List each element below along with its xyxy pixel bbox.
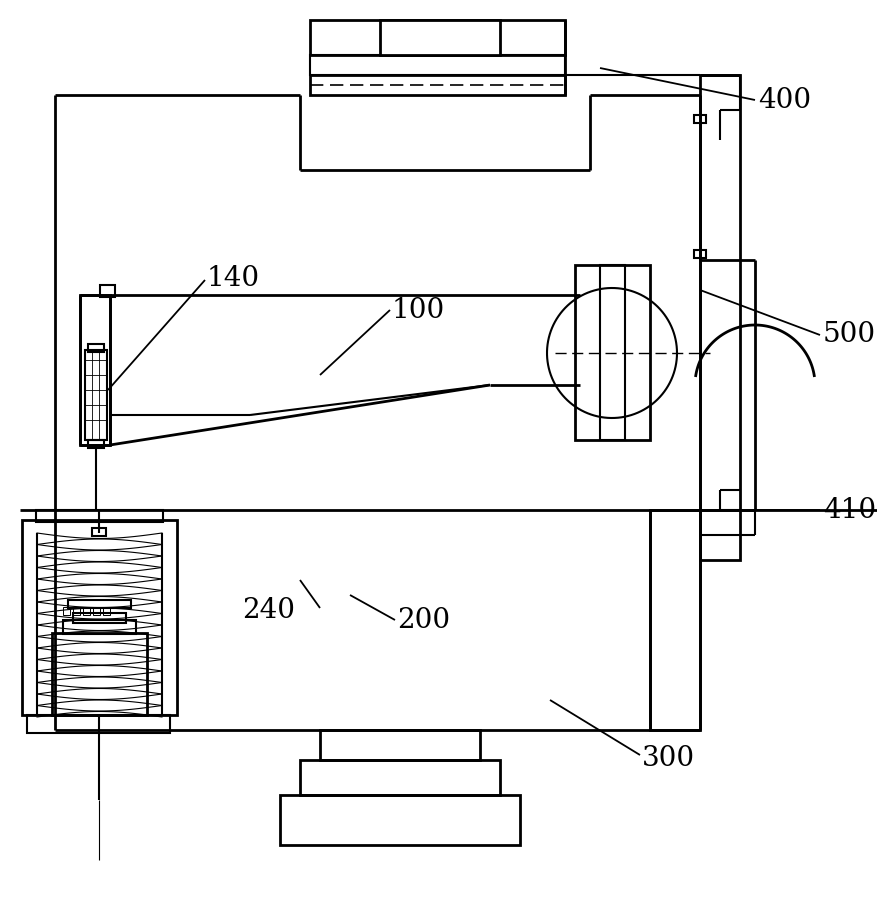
Bar: [73, 607, 80, 615]
Bar: [693, 115, 705, 123]
Bar: [310, 75, 565, 95]
Bar: [88, 344, 103, 352]
Bar: [36, 510, 163, 522]
Text: 100: 100: [391, 296, 445, 323]
Bar: [599, 265, 624, 440]
Bar: [280, 795, 519, 845]
Bar: [27, 715, 170, 733]
Bar: [68, 600, 131, 608]
Text: 140: 140: [207, 265, 260, 292]
Bar: [574, 265, 649, 440]
Bar: [92, 528, 106, 536]
Text: 240: 240: [242, 597, 295, 624]
Bar: [693, 250, 705, 258]
Bar: [83, 607, 90, 615]
Bar: [310, 20, 565, 55]
Bar: [63, 607, 70, 615]
Text: 410: 410: [822, 497, 875, 524]
Bar: [103, 607, 110, 615]
Bar: [85, 350, 107, 440]
Bar: [73, 613, 126, 623]
Bar: [22, 520, 177, 715]
Bar: [52, 633, 146, 715]
Bar: [300, 760, 499, 795]
Bar: [100, 285, 115, 297]
Text: 400: 400: [757, 86, 810, 113]
Bar: [310, 55, 565, 75]
Bar: [63, 620, 136, 634]
Text: 300: 300: [641, 744, 695, 771]
Bar: [88, 440, 103, 448]
Bar: [80, 295, 110, 445]
Bar: [699, 75, 739, 560]
Text: 500: 500: [822, 321, 875, 348]
Bar: [649, 510, 699, 730]
Bar: [319, 730, 480, 760]
Bar: [93, 607, 100, 615]
Bar: [380, 20, 499, 55]
Text: 200: 200: [396, 607, 450, 634]
